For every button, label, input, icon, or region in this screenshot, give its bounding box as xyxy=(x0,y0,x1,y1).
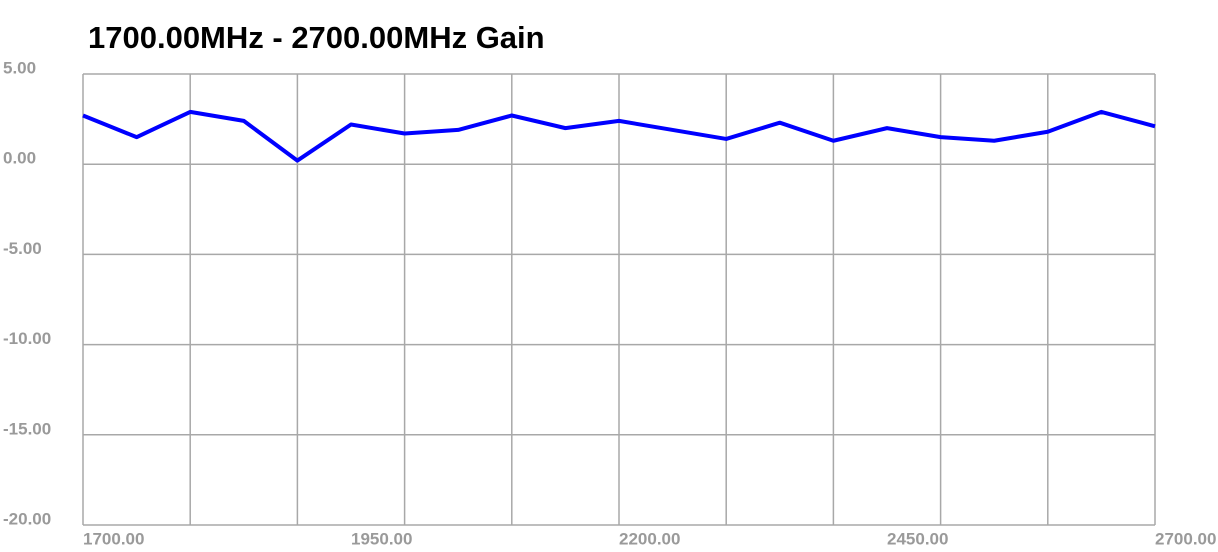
y-tick-label: -15.00 xyxy=(3,419,51,438)
x-tick-label: 2200.00 xyxy=(619,529,680,548)
y-tick-label: -10.00 xyxy=(3,329,51,348)
x-tick-label: 2700.00 xyxy=(1155,529,1216,548)
y-tick-label: 5.00 xyxy=(3,58,36,77)
x-tick-label: 1950.00 xyxy=(351,529,412,548)
data-line xyxy=(82,109,1156,163)
y-tick-label: -5.00 xyxy=(3,239,42,258)
chart-title: 1700.00MHz - 2700.00MHz Gain xyxy=(88,20,545,55)
y-tick-label: 0.00 xyxy=(3,149,36,168)
x-tick-label: 1700.00 xyxy=(83,529,144,548)
y-tick-label: -20.00 xyxy=(3,509,51,528)
x-tick-label: 2450.00 xyxy=(887,529,948,548)
